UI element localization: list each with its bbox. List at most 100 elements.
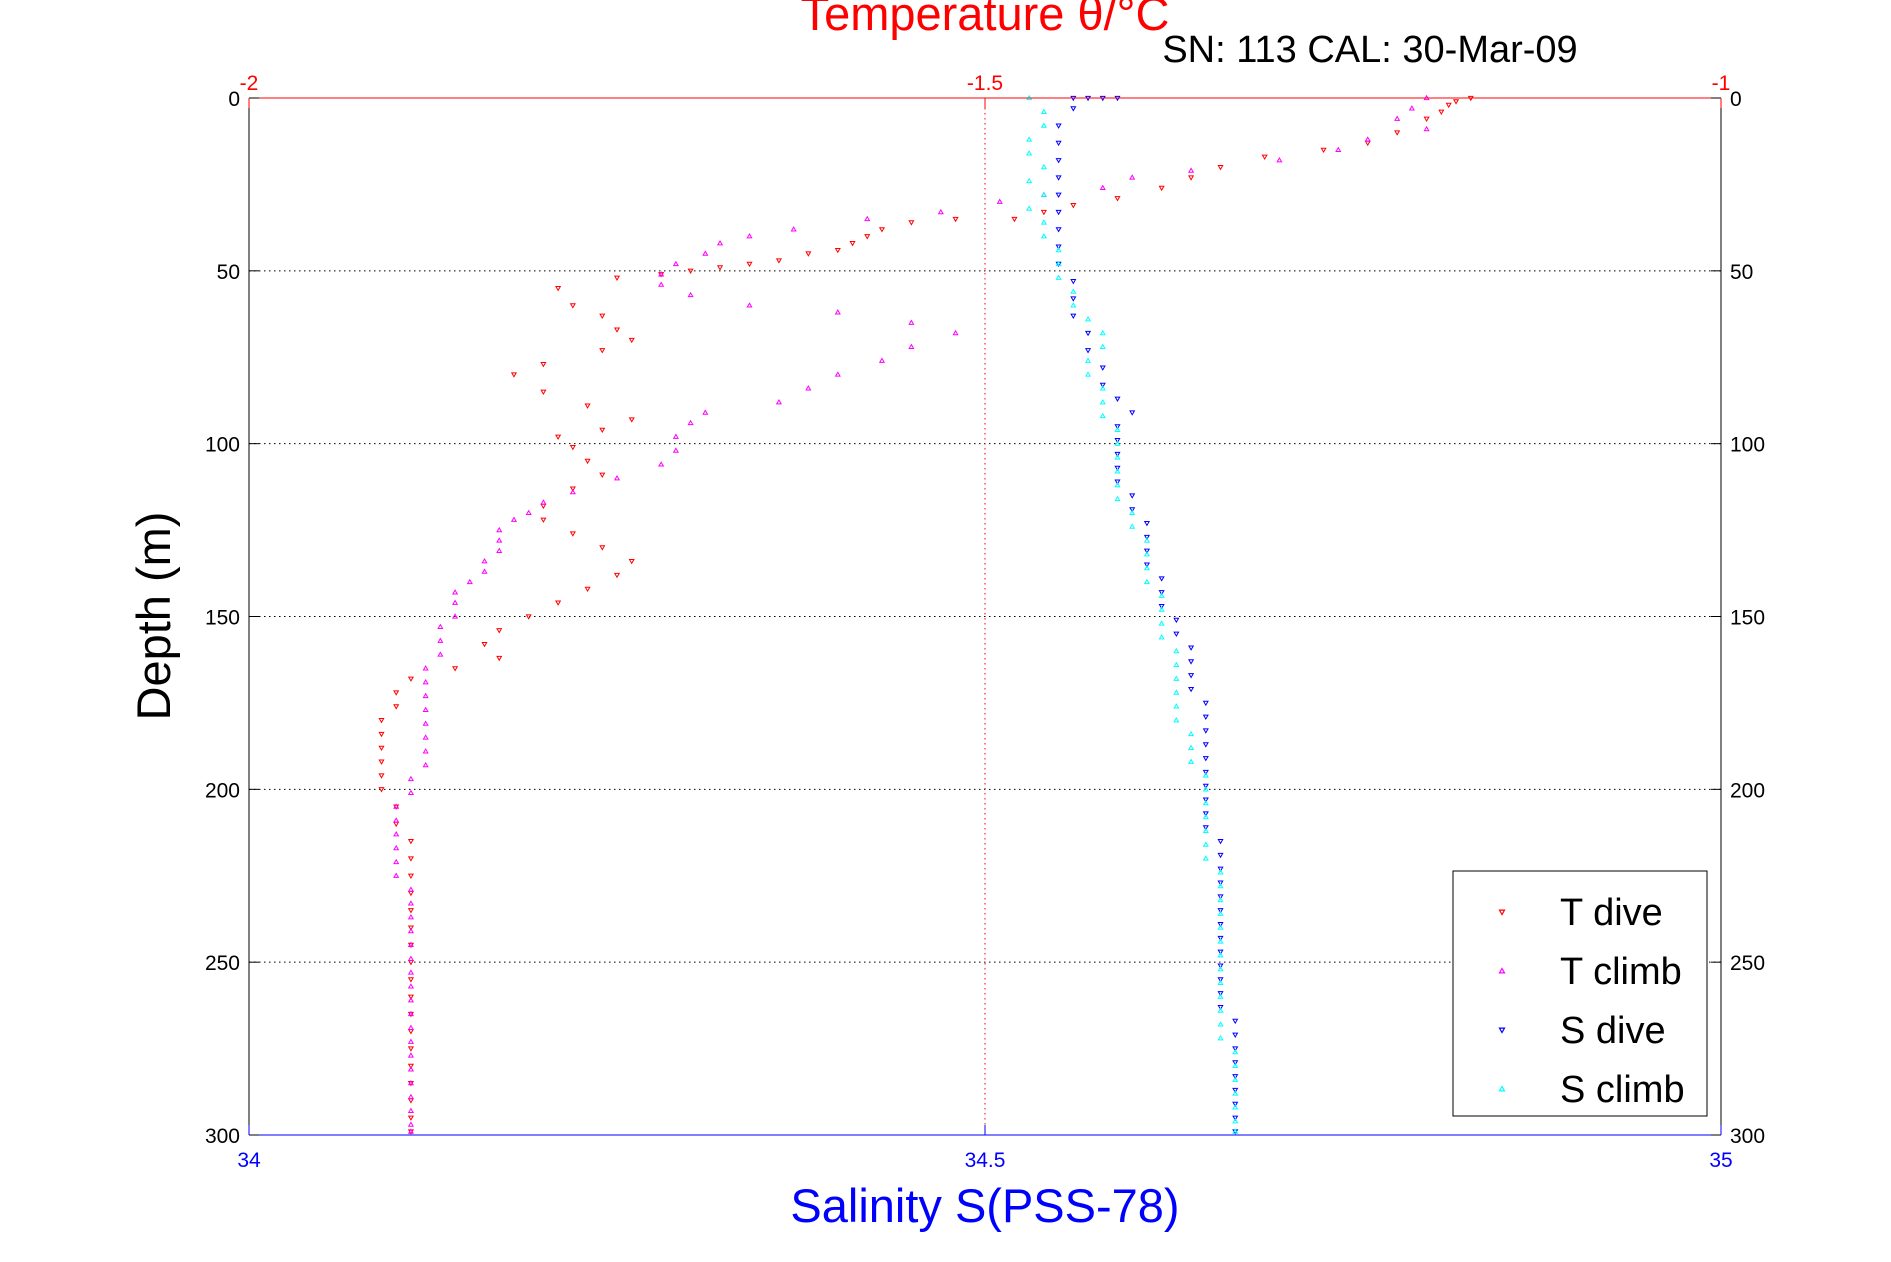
- data-point-s-dive: [1143, 548, 1150, 555]
- data-point-t-dive: [407, 994, 414, 1000]
- data-point-t-dive: [613, 572, 621, 579]
- legend-markers: [1498, 909, 1506, 1092]
- data-point-t-dive: [952, 216, 959, 223]
- data-point-t-dive: [540, 517, 547, 523]
- data-point-t-dive: [378, 731, 385, 738]
- data-point-t-dive: [1217, 164, 1224, 171]
- data-point-s-climb: [1055, 246, 1062, 253]
- legend-marker-s-climb: [1498, 1085, 1506, 1092]
- data-point-t-dive: [805, 251, 812, 257]
- data-point-t-dive: [555, 285, 562, 292]
- data-point-t-climb: [569, 488, 576, 495]
- data-point-t-climb: [422, 720, 429, 726]
- data-point-t-climb: [658, 271, 665, 277]
- data-point-s-dive: [1202, 797, 1209, 803]
- data-point-t-dive: [569, 486, 576, 492]
- data-point-t-climb: [1364, 136, 1371, 142]
- data-point-s-dive: [1158, 576, 1165, 582]
- data-point-s-climb: [1026, 177, 1033, 184]
- data-point-s-climb: [1158, 634, 1165, 640]
- data-point-s-climb: [1070, 302, 1077, 308]
- data-point-t-dive: [834, 247, 841, 254]
- data-point-t-dive: [628, 559, 635, 565]
- data-point-t-dive: [1158, 185, 1165, 192]
- data-point-t-climb: [525, 509, 532, 515]
- data-point-t-dive: [481, 642, 488, 648]
- data-point-s-dive: [1143, 562, 1150, 568]
- data-point-t-dive: [599, 427, 606, 434]
- data-point-t-dive: [525, 614, 532, 620]
- data-point-s-climb: [1084, 357, 1092, 363]
- data-point-s-climb: [1173, 689, 1180, 695]
- data-point-s-dive: [1158, 590, 1165, 596]
- data-point-s-climb: [1114, 454, 1121, 460]
- legend-marker-t-dive: [1498, 909, 1506, 916]
- data-point-s-climb: [1026, 205, 1033, 211]
- data-point-s-dive: [1114, 438, 1121, 444]
- data-point-t-climb: [1394, 115, 1401, 121]
- data-point-s-dive: [1217, 921, 1224, 928]
- data-point-t-climb: [496, 526, 503, 533]
- data-layer: [378, 94, 1474, 1135]
- data-point-t-climb: [407, 1079, 414, 1086]
- data-point-s-climb: [1232, 1117, 1239, 1124]
- data-point-s-climb: [1114, 440, 1121, 446]
- data-point-s-climb: [1099, 398, 1106, 405]
- data-point-t-dive: [584, 458, 591, 465]
- data-point-s-climb: [1026, 150, 1033, 156]
- data-point-t-climb: [393, 831, 400, 837]
- data-point-t-dive: [1320, 147, 1327, 154]
- chart-title: Temperature θ/°C: [801, 0, 1170, 40]
- data-point-t-climb: [1335, 146, 1342, 152]
- data-point-s-dive: [1202, 700, 1209, 707]
- data-point-t-dive: [496, 655, 503, 662]
- data-point-s-climb: [1040, 233, 1047, 239]
- data-point-t-climb: [407, 1066, 414, 1072]
- data-point-t-dive: [407, 873, 414, 879]
- data-point-t-dive: [378, 759, 385, 765]
- data-point-t-dive: [716, 265, 724, 271]
- data-point-t-climb: [407, 1093, 414, 1100]
- data-point-s-dive: [1232, 1115, 1239, 1121]
- data-point-t-dive: [407, 856, 414, 862]
- depth-tick-label-right: 200: [1730, 779, 1765, 802]
- data-point-t-dive: [407, 1063, 414, 1070]
- data-point-t-climb: [702, 250, 709, 256]
- data-point-t-dive: [407, 908, 414, 914]
- depth-tick-label-right: 0: [1730, 88, 1742, 111]
- depth-tick-label-right: 100: [1730, 434, 1765, 457]
- data-point-t-climb: [466, 578, 473, 585]
- data-point-s-dive: [1217, 935, 1224, 942]
- data-point-t-climb: [510, 516, 518, 522]
- x-axis-label: Salinity S(PSS-78): [790, 1179, 1179, 1232]
- data-point-s-dive: [1232, 1087, 1239, 1094]
- data-point-t-climb: [496, 537, 503, 543]
- data-point-t-climb: [687, 291, 694, 298]
- data-point-s-dive: [1202, 714, 1209, 720]
- data-point-t-dive: [878, 227, 886, 233]
- data-point-s-dive: [1129, 507, 1136, 513]
- data-point-t-dive: [584, 586, 591, 593]
- data-point-t-climb: [407, 1052, 414, 1058]
- data-point-t-climb: [407, 1107, 414, 1113]
- data-point-s-dive: [1055, 123, 1062, 129]
- depth-tick-label-left: 300: [205, 1125, 240, 1148]
- data-point-s-climb: [1232, 1048, 1239, 1055]
- data-point-t-dive: [407, 676, 414, 682]
- data-point-t-climb: [672, 447, 679, 453]
- series-s-climb: [1026, 94, 1239, 1134]
- data-point-s-climb: [1202, 841, 1209, 847]
- legend-box: [1452, 870, 1708, 1117]
- data-point-s-climb: [1217, 1007, 1224, 1013]
- data-point-t-climb: [746, 302, 753, 308]
- data-point-t-climb: [407, 1128, 414, 1134]
- data-point-s-dive: [1202, 769, 1209, 776]
- data-point-s-dive: [1217, 908, 1224, 914]
- data-point-s-climb: [1173, 716, 1180, 723]
- data-point-s-dive: [1202, 728, 1209, 734]
- data-point-t-dive: [1070, 203, 1077, 209]
- data-point-s-dive: [1232, 1074, 1239, 1080]
- data-point-t-climb: [422, 734, 429, 740]
- data-point-s-dive: [1217, 894, 1224, 900]
- chart-subtitle: SN: 113 CAL: 30-Mar-09: [1162, 29, 1577, 71]
